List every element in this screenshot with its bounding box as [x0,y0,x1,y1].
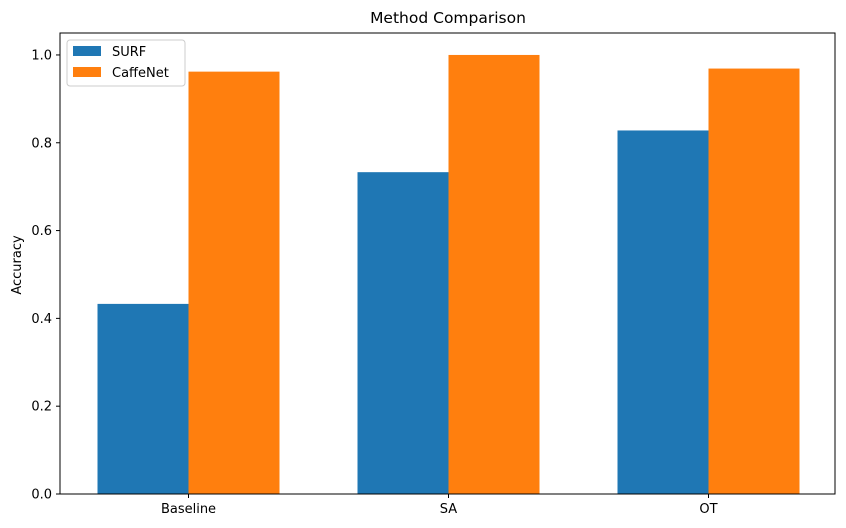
y-tick-label: 1.0 [31,48,52,63]
legend: SURF CaffeNet [66,39,186,87]
chart-title: Method Comparison [370,9,526,27]
plot-frame [59,32,836,495]
x-axis: Baseline SA OT [161,494,718,517]
x-tick-label: OT [699,502,717,517]
bar-surf-ot [617,130,709,494]
bars [97,54,800,494]
bar-surf-baseline [97,303,189,494]
bar-caffenet-baseline [188,71,280,494]
y-tick-label: 0.6 [31,224,52,239]
y-axis-title: Accuracy [10,235,25,295]
bar-surf-sa [357,172,449,494]
y-axis: 0.0 0.2 0.4 0.6 0.8 1.0 [31,48,60,503]
bar-caffenet-ot [708,68,800,494]
legend-label-surf: SURF [112,45,146,60]
y-tick-label: 0.0 [31,488,52,503]
legend-swatch-caffenet [73,67,101,77]
legend-swatch-surf [73,46,101,56]
legend-label-caffenet: CaffeNet [112,66,169,81]
y-tick-label: 0.2 [31,400,52,415]
bar-caffenet-sa [448,54,540,494]
x-tick-label: Baseline [161,502,216,517]
y-tick-label: 0.4 [31,312,52,327]
x-tick-label: SA [440,502,457,517]
y-tick-label: 0.8 [31,136,52,151]
